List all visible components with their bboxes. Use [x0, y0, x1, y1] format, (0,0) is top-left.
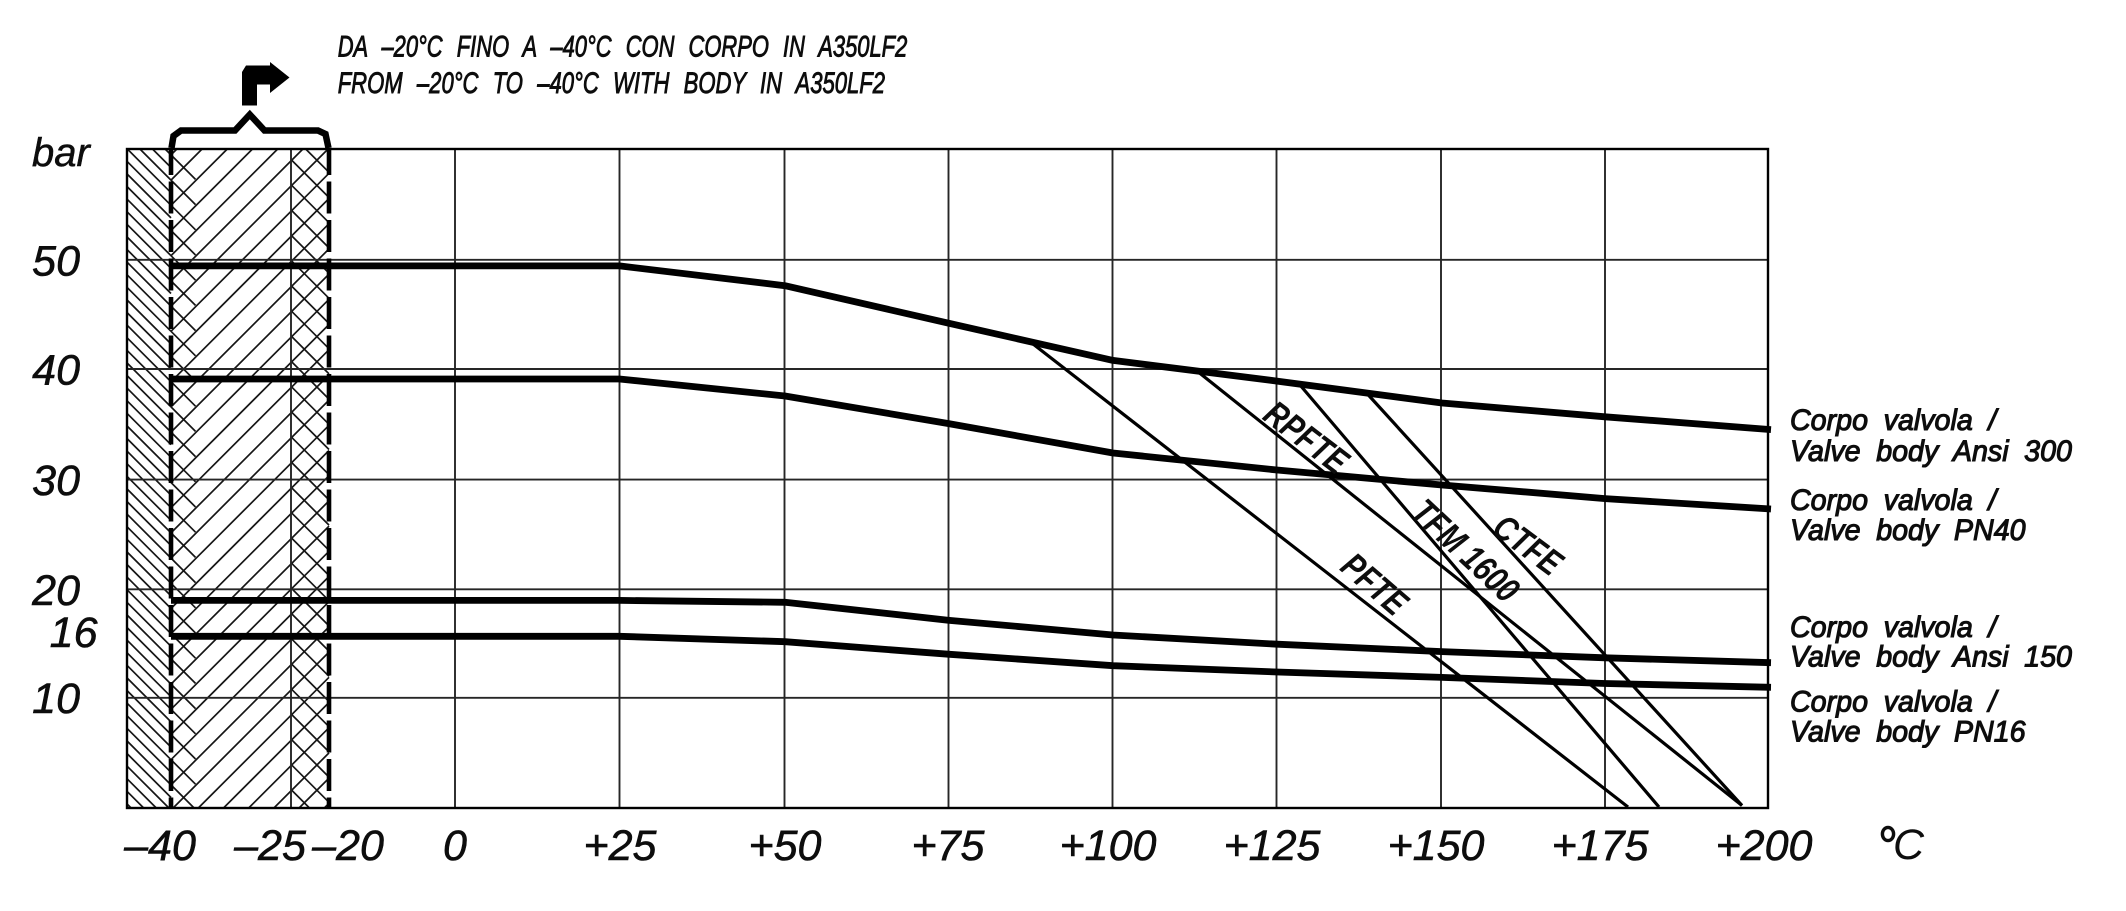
svg-text:Valve body PN40: Valve body PN40 [1790, 514, 2026, 548]
svg-text:–25: –25 [233, 822, 307, 870]
svg-text:bar: bar [32, 131, 91, 175]
svg-text:Corpo valvola /: Corpo valvola / [1790, 484, 1999, 518]
svg-text:+200: +200 [1716, 822, 1813, 870]
svg-text:30: 30 [32, 457, 80, 505]
svg-text:+150: +150 [1388, 822, 1485, 870]
svg-text:Valve body PN16: Valve body PN16 [1790, 715, 2026, 749]
svg-text:40: 40 [32, 347, 80, 395]
svg-text:20: 20 [31, 567, 80, 615]
svg-text:Corpo valvola /: Corpo valvola / [1790, 610, 1999, 644]
svg-text:+75: +75 [912, 822, 986, 870]
svg-text:+25: +25 [584, 822, 658, 870]
svg-text:+125: +125 [1224, 822, 1322, 870]
svg-text:DA –20°C FINO A –40°C CON CORP: DA –20°C FINO A –40°C CON CORPO IN A350L… [338, 29, 908, 63]
svg-text:16: 16 [50, 609, 98, 657]
svg-text:Valve body Ansi 300: Valve body Ansi 300 [1790, 434, 2073, 468]
svg-text:0: 0 [443, 822, 467, 870]
svg-text:10: 10 [32, 675, 80, 723]
svg-text:+50: +50 [749, 822, 822, 870]
svg-text:–40: –40 [123, 822, 196, 870]
svg-text:Corpo valvola /: Corpo valvola / [1790, 685, 1999, 719]
svg-text:Valve body Ansi 150: Valve body Ansi 150 [1790, 640, 2073, 674]
svg-text:C: C [1893, 821, 1925, 869]
svg-text:50: 50 [32, 237, 80, 285]
svg-text:+100: +100 [1060, 822, 1157, 870]
svg-text:FROM –20°C TO –40°C WITH BODY: FROM –20°C TO –40°C WITH BODY IN A350LF2 [338, 65, 886, 99]
svg-text:Corpo valvola /: Corpo valvola / [1790, 404, 1999, 438]
svg-text:–20: –20 [311, 822, 384, 870]
svg-text:+175: +175 [1552, 822, 1650, 870]
